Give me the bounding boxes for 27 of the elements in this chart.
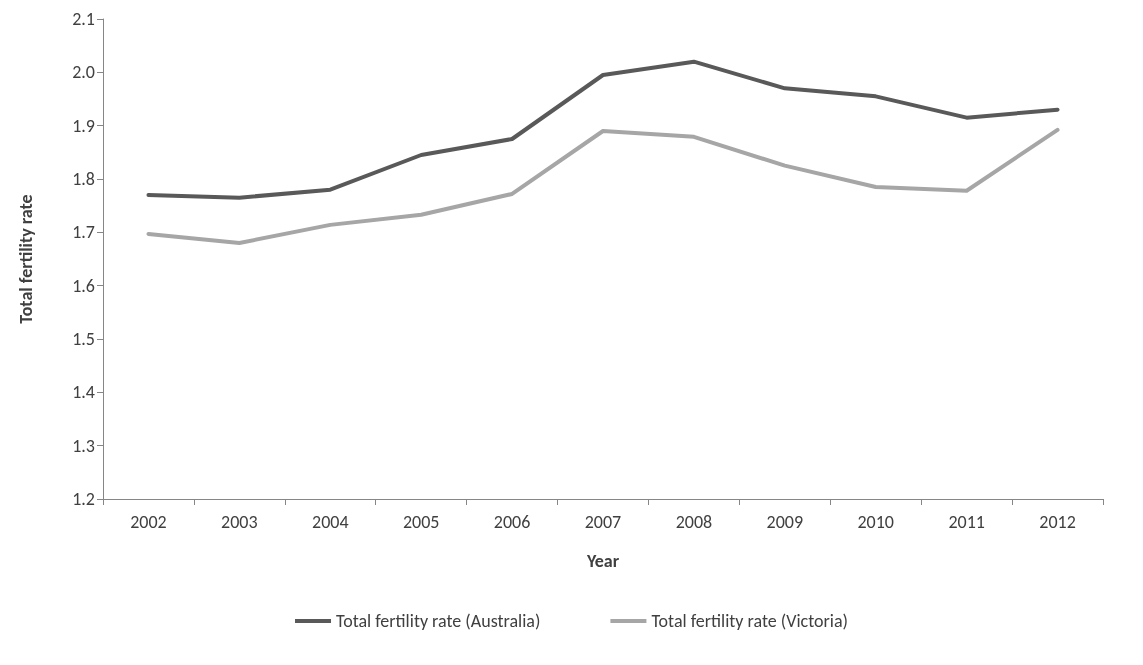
y-tick-label: 1.2 [72,488,95,510]
y-tick-label: 1.4 [72,381,95,404]
line-series [146,59,1060,200]
y-tick-label: 1.8 [72,168,95,190]
y-tick-label: 2.0 [72,61,95,84]
x-tick-label: 2010 [857,511,894,533]
y-tick-label: 1.9 [72,114,95,137]
x-tick-label: 2003 [221,511,258,533]
legend-label: Total fertility rate (Victoria) [651,610,848,632]
x-axis-title: Year [585,550,620,572]
y-tick-label: 2.1 [72,8,95,30]
x-tick-label: 2008 [675,511,713,533]
x-tick-label: 2012 [1039,511,1076,533]
y-tick-label: 1.7 [72,221,95,244]
x-tick-label: 2007 [584,511,622,533]
x-tick-label: 2005 [402,511,440,533]
y-tick-label: 1.5 [72,328,95,350]
y-axis-title: Total fertility rate [15,194,37,324]
line-series [146,127,1060,245]
x-tick-label: 2011 [948,511,985,533]
x-tick-label: 2006 [493,511,531,533]
legend-label: Total fertility rate (Australia) [336,610,541,632]
y-tick-label: 1.6 [72,274,95,297]
y-tick-label: 1.3 [72,434,95,457]
x-tick-label: 2004 [312,511,349,533]
x-tick-label: 2009 [766,511,804,533]
x-tick-label: 2002 [130,511,167,533]
